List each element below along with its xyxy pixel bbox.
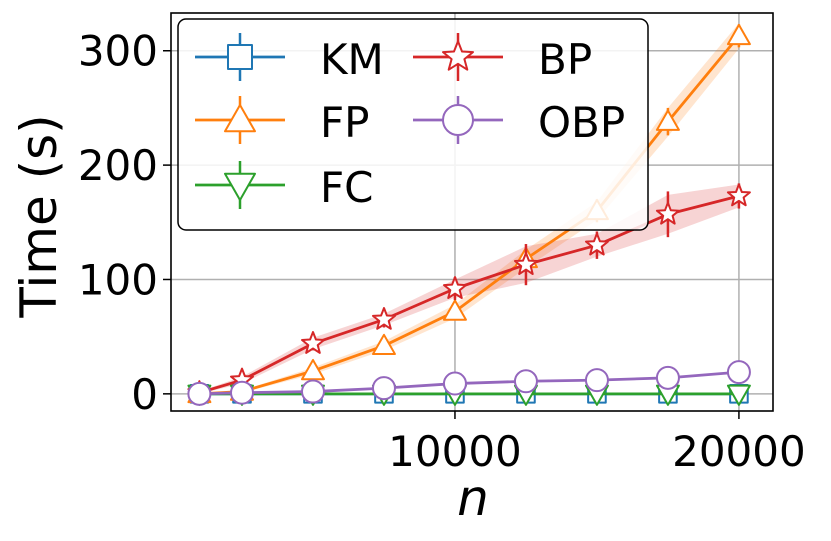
point-obp [300,379,325,404]
legend-label-fc: FC [320,163,373,212]
x-axis-label: n [457,469,489,527]
x-tick-label: 20000 [672,427,806,476]
legend-marker-obp [442,104,474,136]
y-tick-label: 300 [78,27,158,76]
point-bp [372,307,396,330]
legend-handle-fp [195,96,285,144]
legend-handle-obp [413,96,503,144]
legend-marker-fp [224,104,256,133]
legend-handle-bp [413,33,503,81]
point-obp [513,369,538,394]
legend-box [177,18,649,231]
point-obp [229,380,254,405]
y-tick-labels: 0 100 200 300 [78,27,158,419]
point-fp [655,109,680,131]
point-obp [371,376,396,401]
legend-label-bp: BP [538,35,592,84]
point-obp [726,360,751,385]
legend-markers [195,33,503,209]
point-bp [585,232,609,256]
point-bp [301,331,325,354]
point-fp [300,358,325,381]
point-fp [726,23,751,46]
legend-label-obp: OBP [538,98,625,147]
x-tick-labels: 10000 20000 [388,427,806,476]
point-obp [442,371,467,396]
y-axis-label: Time (s) [10,114,68,318]
legend-marker-fc [224,172,256,201]
point-bp [514,252,538,275]
legend-marker-bp [442,40,474,71]
point-obp [187,381,212,406]
legend: KM FP FC BP OBP [177,18,649,231]
point-obp [584,368,609,393]
legend-label-fp: FP [320,98,370,147]
x-tick-label: 10000 [388,427,522,476]
axis-ticks [163,49,740,419]
y-tick-label: 0 [131,370,158,419]
legend-marker-km [227,44,253,70]
confidence-bands [199,23,739,394]
series-lines [187,23,751,406]
point-obp [655,365,680,390]
y-tick-label: 100 [78,255,158,304]
point-fc [726,384,751,406]
point-bp [726,183,751,207]
point-fp [371,333,396,356]
y-tick-label: 200 [78,141,158,190]
plot-frame [170,12,774,412]
point-bp [443,276,467,299]
point-fp [442,299,467,321]
legend-label-km: KM [320,35,384,84]
series-obp [187,360,751,406]
point-bp [655,201,680,225]
band-bp [199,184,739,394]
legend-handle-fc [195,161,285,209]
legend-handle-km [195,33,285,81]
